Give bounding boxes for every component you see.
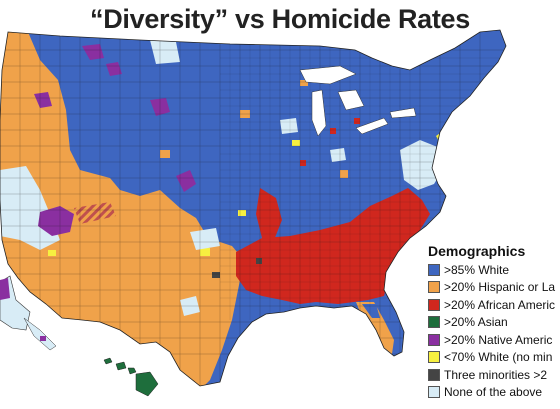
hawaii: [103, 357, 159, 397]
legend-label: >20% Asian: [444, 315, 508, 330]
legend-label: None of the above: [444, 385, 543, 400]
legend-swatch: [428, 316, 440, 329]
legend-item: >20% Asian: [428, 314, 560, 332]
legend-item: >20% African Americ: [428, 296, 560, 314]
map-title: “Diversity” vs Homicide Rates: [90, 4, 470, 34]
legend-item: >85% White: [428, 261, 560, 279]
legend-label: >85% White: [444, 262, 510, 277]
legend-swatch: [428, 368, 440, 381]
legend-item: None of the above: [428, 384, 560, 402]
legend-item: <70% White (no min: [428, 349, 560, 367]
legend-swatch: [428, 351, 440, 364]
legend-label: >20% African Americ: [444, 297, 556, 312]
legend-label: >20% Hispanic or La: [444, 280, 556, 295]
legend-swatch: [428, 281, 440, 294]
legend-item: >20% Hispanic or La: [428, 279, 560, 297]
legend-title: Demographics: [428, 243, 526, 259]
legend-label: >20% Native Americ: [444, 332, 553, 347]
legend-item: Three minorities >2: [428, 366, 560, 384]
legend-label: <70% White (no min: [444, 350, 553, 365]
legend-swatch: [428, 386, 440, 399]
legend-swatch: [428, 263, 440, 276]
legend: Demographics >85% White >20% Hispanic or…: [428, 243, 560, 401]
legend-item: >20% Native Americ: [428, 331, 560, 349]
legend-swatch: [428, 298, 440, 311]
legend-label: Three minorities >2: [444, 367, 548, 382]
legend-swatch: [428, 333, 440, 346]
